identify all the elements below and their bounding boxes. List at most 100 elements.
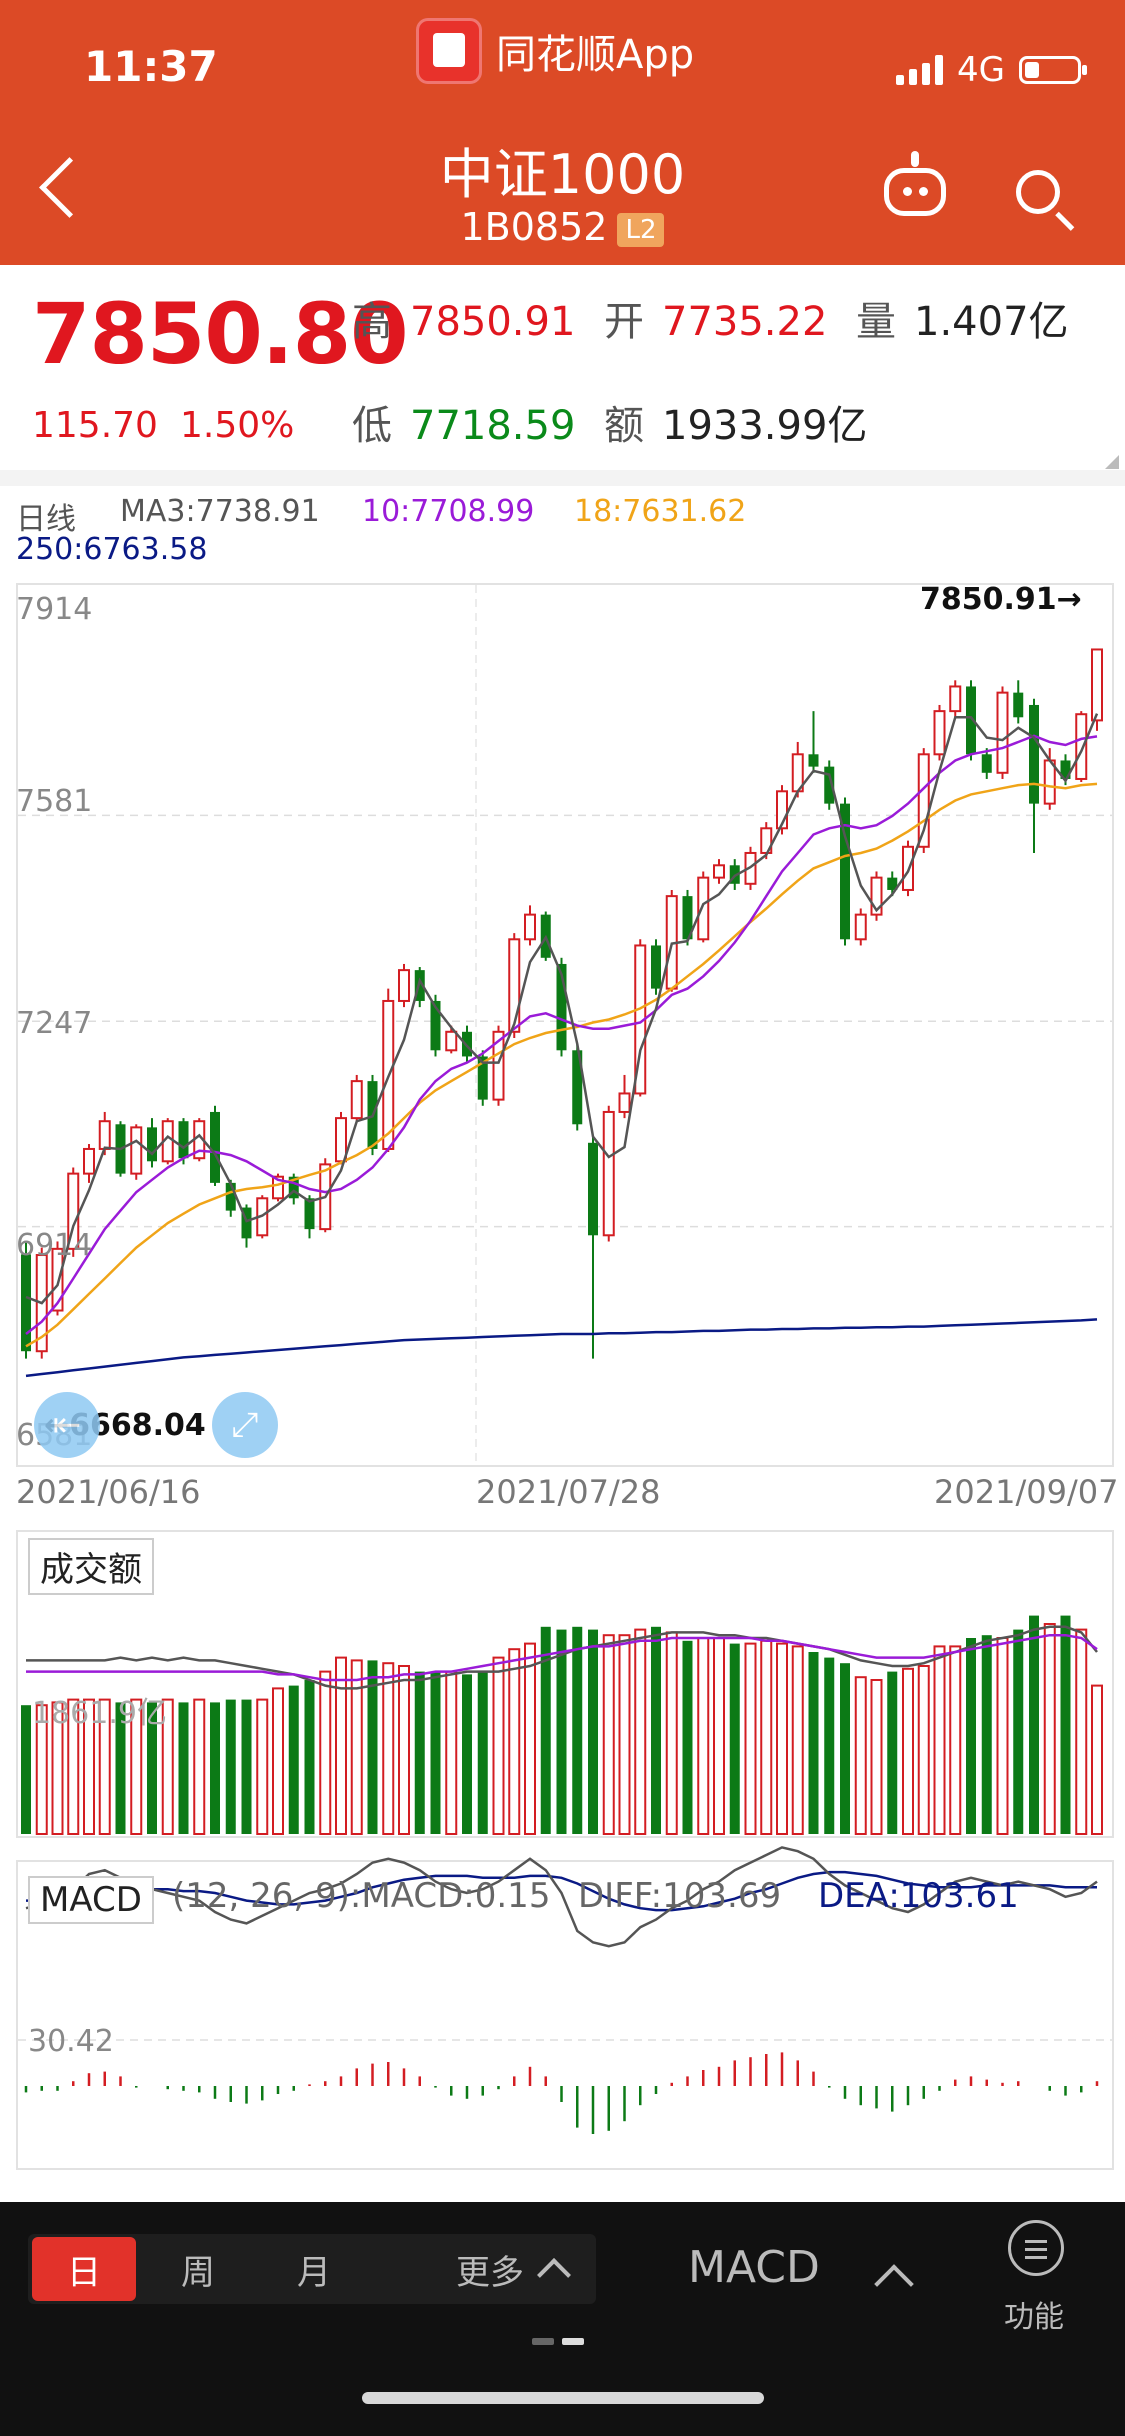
turnover-bar (776, 1642, 788, 1835)
turnover-bar (1013, 1629, 1024, 1834)
turnover-y-tick: 1861.9亿 (32, 1696, 167, 1731)
candle-body (178, 1121, 189, 1159)
ma10-line (25, 734, 1098, 1335)
expand-corner-icon[interactable] (1105, 455, 1119, 469)
candle-body (508, 938, 521, 1033)
turnover-bar (178, 1702, 189, 1834)
turnover-bar (492, 1656, 505, 1835)
volume-stat: 量 1.407亿 (856, 289, 1069, 347)
ma10-value: 10:7708.99 (362, 494, 535, 529)
dea-value: DEA:103.61 (818, 1876, 1019, 1916)
turnover-bar (791, 1645, 804, 1836)
status-time: 11:37 (84, 42, 218, 91)
tab-day[interactable]: 日 (32, 2237, 136, 2301)
turnover-bar (256, 1698, 269, 1835)
candle-body (697, 876, 710, 941)
y-tick-label: 7581 (16, 784, 93, 819)
menu-icon[interactable] (1008, 2220, 1064, 2276)
amount-value: 1933.99亿 (662, 403, 868, 449)
bottom-toolbar: 日 周 月 更多 MACD 功能 (0, 2202, 1125, 2436)
turnover-bar (824, 1657, 835, 1834)
function-label[interactable]: 功能 (1004, 2300, 1064, 2335)
chevron-up-icon (537, 2258, 571, 2292)
diff-line (25, 1846, 1098, 1948)
ma250-value: 250:6763.58 (16, 532, 208, 567)
turnover-bar (161, 1698, 174, 1835)
indicator-select[interactable]: MACD (688, 2242, 820, 2293)
low-label: 低 (352, 403, 392, 449)
turnover-bar (51, 1701, 64, 1836)
turnover-bar (477, 1671, 488, 1834)
turnover-bar (130, 1698, 143, 1835)
turnover-bar (288, 1685, 299, 1834)
candle-body (1091, 648, 1103, 722)
candle-body (272, 1175, 284, 1200)
candle-body (933, 710, 946, 756)
candle-body (225, 1182, 236, 1211)
app-header: 11:37 同花顺App 4G 中证1000 1B0852 L2 (0, 0, 1125, 265)
turnover-bar (602, 1634, 615, 1835)
turnover-bar (651, 1626, 661, 1834)
candle-body (713, 864, 725, 879)
kline-chart[interactable] (0, 0, 1125, 1480)
turnover-bar (917, 1665, 930, 1835)
status-indicators: 4G (896, 50, 1087, 90)
status-app[interactable]: 同花顺App (416, 18, 694, 84)
ma18-line (25, 782, 1098, 1348)
dea-line (26, 1870, 1097, 1912)
turnover-chart[interactable] (0, 0, 1125, 1850)
tab-more-label: 更多 (456, 2252, 524, 2293)
kline-panel[interactable] (16, 583, 1114, 1467)
turnover-bar (414, 1671, 425, 1834)
network-type: 4G (957, 50, 1005, 90)
y-tick-label: 6914 (16, 1228, 93, 1263)
macd-chart[interactable] (0, 0, 1125, 2180)
high-stat: 高 7850.91 (352, 289, 575, 347)
open-stat: 开 7735.22 (604, 289, 827, 347)
turnover-ma-line (26, 1625, 1098, 1690)
ma18-value: 18:7631.62 (574, 494, 747, 529)
chevron-up-icon[interactable] (874, 2264, 914, 2304)
candle-body (1029, 704, 1039, 804)
candle-body (130, 1126, 143, 1175)
turnover-panel[interactable] (16, 1530, 1114, 1838)
status-app-name: 同花顺App (496, 32, 695, 78)
candle-body (83, 1147, 95, 1175)
tab-more[interactable]: 更多 (436, 2237, 586, 2301)
turnover-bar (462, 1674, 472, 1834)
signal-icon (896, 55, 944, 85)
macd-panel[interactable] (16, 1860, 1114, 2170)
candle-body (996, 691, 1009, 774)
candle-body (682, 896, 693, 940)
fullscreen-icon[interactable]: ⤢ (212, 1392, 278, 1458)
turnover-bar (682, 1640, 693, 1834)
candle-body (870, 876, 883, 916)
candle-body (808, 754, 819, 767)
turnover-bar (870, 1679, 883, 1835)
candle-body (445, 1030, 458, 1052)
robot-assistant-icon[interactable] (884, 151, 946, 216)
tab-month[interactable]: 月 (297, 2252, 331, 2293)
candle-body (241, 1207, 252, 1239)
app-logo-icon (416, 18, 482, 84)
candle-body (618, 1092, 631, 1113)
candle-body (651, 945, 661, 989)
tab-week[interactable]: 周 (181, 2252, 215, 2293)
section-divider (0, 470, 1125, 486)
level-badge: L2 (617, 212, 665, 247)
macd-title[interactable]: MACD (28, 1876, 154, 1924)
candle-body (776, 790, 788, 830)
shrink-icon[interactable]: ⇤ (34, 1392, 100, 1458)
turnover-bar (840, 1663, 850, 1834)
candle-body (21, 1254, 31, 1352)
home-indicator[interactable] (362, 2392, 764, 2404)
low-value: 7718.59 (410, 403, 576, 449)
candle-body (67, 1172, 80, 1250)
turnover-ma-line (26, 1633, 1098, 1682)
turnover-bar (729, 1643, 740, 1834)
turnover-title[interactable]: 成交额 (28, 1538, 154, 1595)
turnover-bar (949, 1645, 962, 1836)
search-icon[interactable] (1016, 170, 1060, 214)
volume-value: 1.407亿 (914, 299, 1069, 345)
candle-body (492, 1030, 505, 1101)
